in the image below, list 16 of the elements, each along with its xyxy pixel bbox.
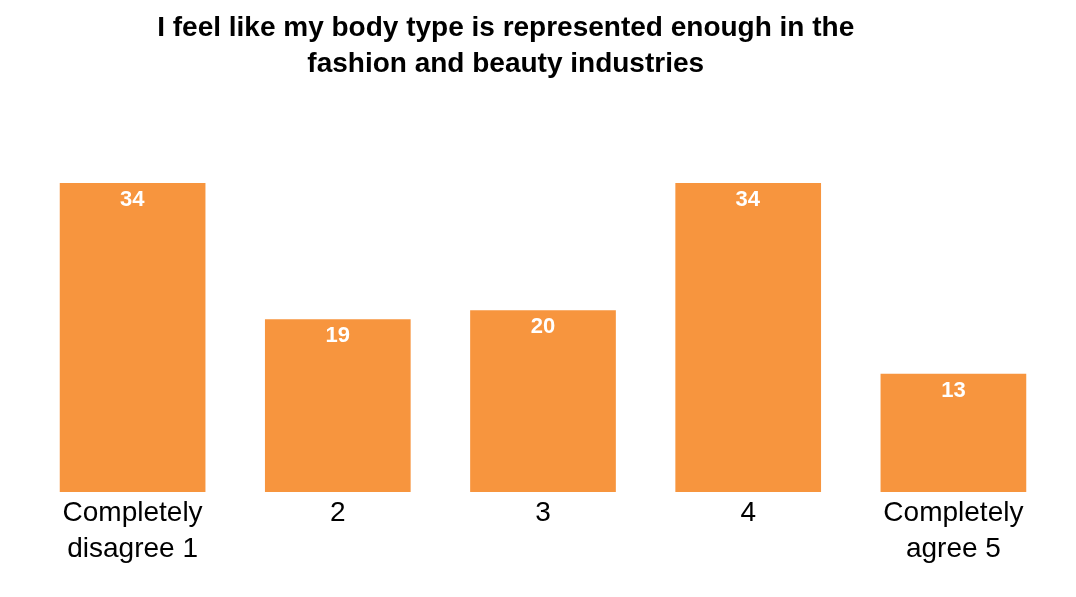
x-tick-label: Completely agree 5: [883, 496, 1024, 564]
data-label: 34: [735, 185, 761, 211]
data-label: 34: [119, 185, 146, 211]
bar: [470, 310, 616, 492]
x-tick-label: Completely disagree 1: [62, 496, 203, 564]
chart-title: I feel like my body type is represented enough in the fashion and beauty industries: [157, 10, 855, 79]
data-label: 19: [325, 322, 351, 348]
x-tick-label: 2: [330, 496, 346, 527]
data-label: 20: [530, 313, 556, 339]
bar: [264, 319, 411, 492]
x-tick-label: 4: [740, 496, 756, 527]
bar: [675, 182, 822, 492]
x-tick-label: 3: [535, 496, 551, 527]
bar: [59, 182, 206, 492]
data-label: 13: [941, 376, 966, 402]
bar: [880, 373, 1027, 492]
